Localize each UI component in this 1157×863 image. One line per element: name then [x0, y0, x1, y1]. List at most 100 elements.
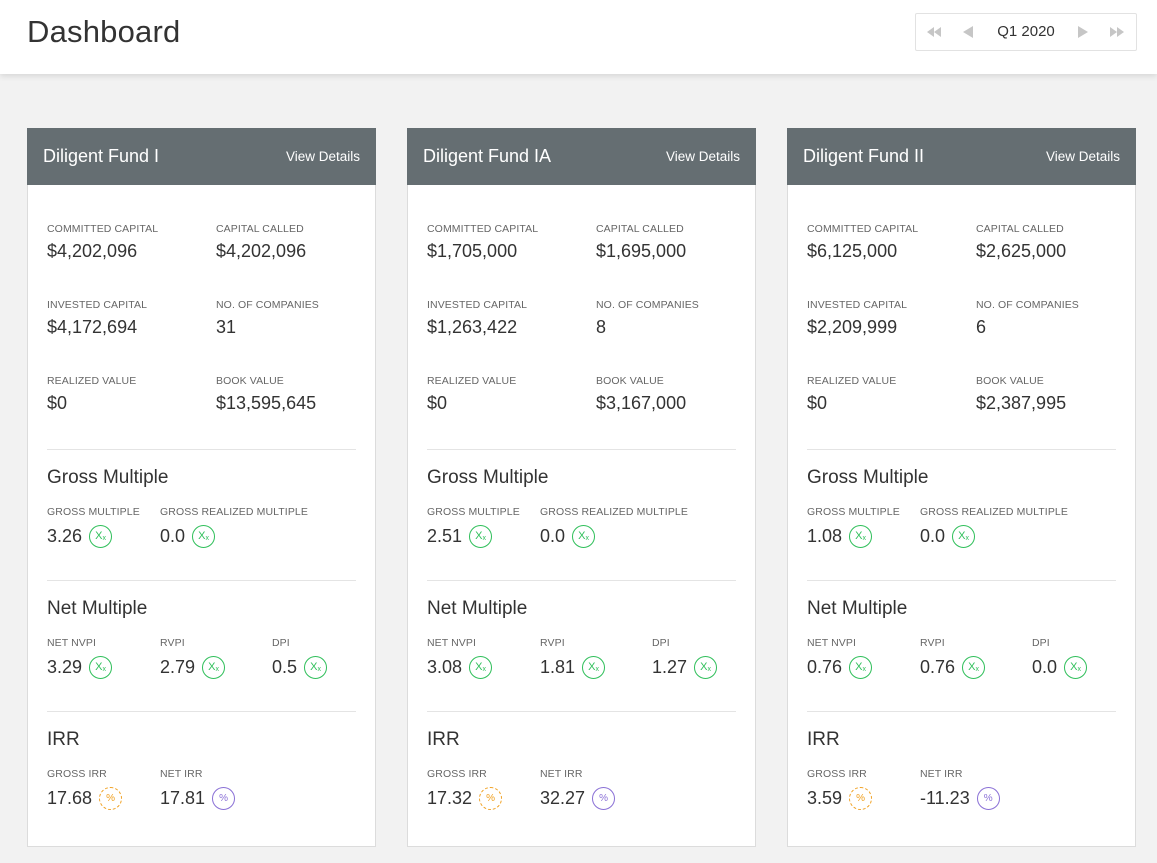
gross-multiple-title: Gross Multiple [427, 467, 549, 488]
gross-multiple-title: Gross Multiple [807, 467, 929, 488]
book-value: $13,595,645 [216, 393, 317, 413]
gross-realized-multiple-value: 0.0 [920, 526, 946, 546]
period-label: Q1 2020 [997, 23, 1055, 40]
net-nvpi-value: 3.29 [47, 657, 83, 677]
net-irr-label: NET IRR [920, 768, 963, 780]
divider [427, 449, 736, 450]
net-nvpi-value: 0.76 [807, 657, 843, 677]
book-value: $2,387,995 [976, 393, 1067, 413]
net-multiple-title: Net Multiple [427, 598, 528, 619]
gross-realized-multiple-label: GROSS REALIZED MULTIPLE [540, 506, 688, 518]
net-irr-value: -11.23 [920, 788, 970, 808]
net-irr-value: 32.27 [540, 788, 586, 808]
gross-irr-value: 17.68 [47, 788, 93, 808]
gross-irr-label: GROSS IRR [427, 768, 487, 780]
divider [47, 711, 356, 712]
page-title: Dashboard [27, 14, 181, 49]
gross-multiple-label: GROSS MULTIPLE [807, 506, 900, 518]
committed-capital-label: COMMITTED CAPITAL [807, 223, 919, 235]
dpi-label: DPI [1032, 637, 1050, 649]
dpi-label: DPI [652, 637, 670, 649]
irr-title: IRR [807, 729, 840, 750]
percent-icon: % [976, 787, 1000, 810]
book-value: $3,167,000 [596, 393, 687, 413]
next-period-button[interactable] [1068, 14, 1098, 50]
invested-capital-label: INVESTED CAPITAL [47, 299, 148, 311]
double-chevron-left-icon [927, 27, 941, 37]
divider [427, 580, 736, 581]
divider [47, 580, 356, 581]
last-period-button[interactable] [1102, 14, 1132, 50]
net-nvpi-label: NET NVPI [807, 637, 857, 649]
gross-realized-multiple-label: GROSS REALIZED MULTIPLE [160, 506, 308, 518]
capital-called-label: CAPITAL CALLED [596, 223, 684, 235]
rvpi-label: RVPI [160, 637, 185, 649]
invested-capital-label: INVESTED CAPITAL [807, 299, 908, 311]
gross-realized-multiple-value: 0.0 [540, 526, 566, 546]
committed-capital-label: COMMITTED CAPITAL [427, 223, 539, 235]
fund-name: Diligent Fund I [43, 146, 160, 166]
gross-irr: 17.68% [47, 787, 123, 810]
companies-value: 6 [976, 317, 987, 337]
realized-value: $0 [807, 393, 828, 413]
gross-realized-multiple-value: 0.0 [160, 526, 186, 546]
fund-name: Diligent Fund IA [423, 146, 552, 166]
view-details-link[interactable]: View Details [285, 149, 360, 164]
fund-card-header: Diligent Fund IA View Details [407, 128, 756, 185]
top-bar: Dashboard Q1 2020 [0, 0, 1157, 74]
invested-capital-value: $1,263,422 [427, 317, 518, 337]
dpi-value: 0.0 [1032, 657, 1058, 677]
gross-multiple-value: 1.08 [807, 526, 843, 546]
net-irr-label: NET IRR [160, 768, 203, 780]
fund-card-header: Diligent Fund II View Details [787, 128, 1136, 185]
net-nvpi-label: NET NVPI [47, 637, 97, 649]
fund-card: Diligent Fund II View Details COMMITTED … [787, 128, 1136, 847]
net-multiple-title: Net Multiple [807, 598, 908, 619]
percent-icon: % [592, 787, 616, 810]
net-nvpi-value: 3.08 [427, 657, 463, 677]
net-irr: 17.81% [160, 787, 236, 810]
realized-value-label: REALIZED VALUE [427, 375, 517, 387]
view-details-link[interactable]: View Details [665, 149, 740, 164]
book-value-label: BOOK VALUE [596, 375, 664, 387]
irr-title: IRR [427, 729, 460, 750]
realized-value-label: REALIZED VALUE [807, 375, 897, 387]
companies-label: NO. OF COMPANIES [216, 299, 319, 311]
gross-multiple-title: Gross Multiple [47, 467, 169, 488]
rvpi-value: 0.76 [920, 657, 956, 677]
capital-called-value: $4,202,096 [216, 241, 307, 261]
percent-icon: % [212, 787, 236, 810]
net-irr: -11.23% [920, 787, 1000, 810]
gross-multiple-value: 3.26 [47, 526, 83, 546]
first-period-button[interactable] [919, 14, 949, 50]
percent-icon: % [99, 787, 123, 810]
gross-irr-label: GROSS IRR [807, 768, 867, 780]
triangle-right-icon [1078, 26, 1088, 38]
rvpi-value: 2.79 [160, 657, 196, 677]
view-details-link[interactable]: View Details [1045, 149, 1120, 164]
net-irr: 32.27% [540, 787, 616, 810]
previous-period-button[interactable] [953, 14, 983, 50]
fund-card-header: Diligent Fund I View Details [27, 128, 376, 185]
book-value-label: BOOK VALUE [216, 375, 284, 387]
percent-icon: % [849, 787, 873, 810]
capital-called-label: CAPITAL CALLED [216, 223, 304, 235]
book-value-label: BOOK VALUE [976, 375, 1044, 387]
gross-irr: 3.59% [807, 787, 873, 810]
committed-capital-label: COMMITTED CAPITAL [47, 223, 159, 235]
gross-multiple-value: 2.51 [427, 526, 463, 546]
